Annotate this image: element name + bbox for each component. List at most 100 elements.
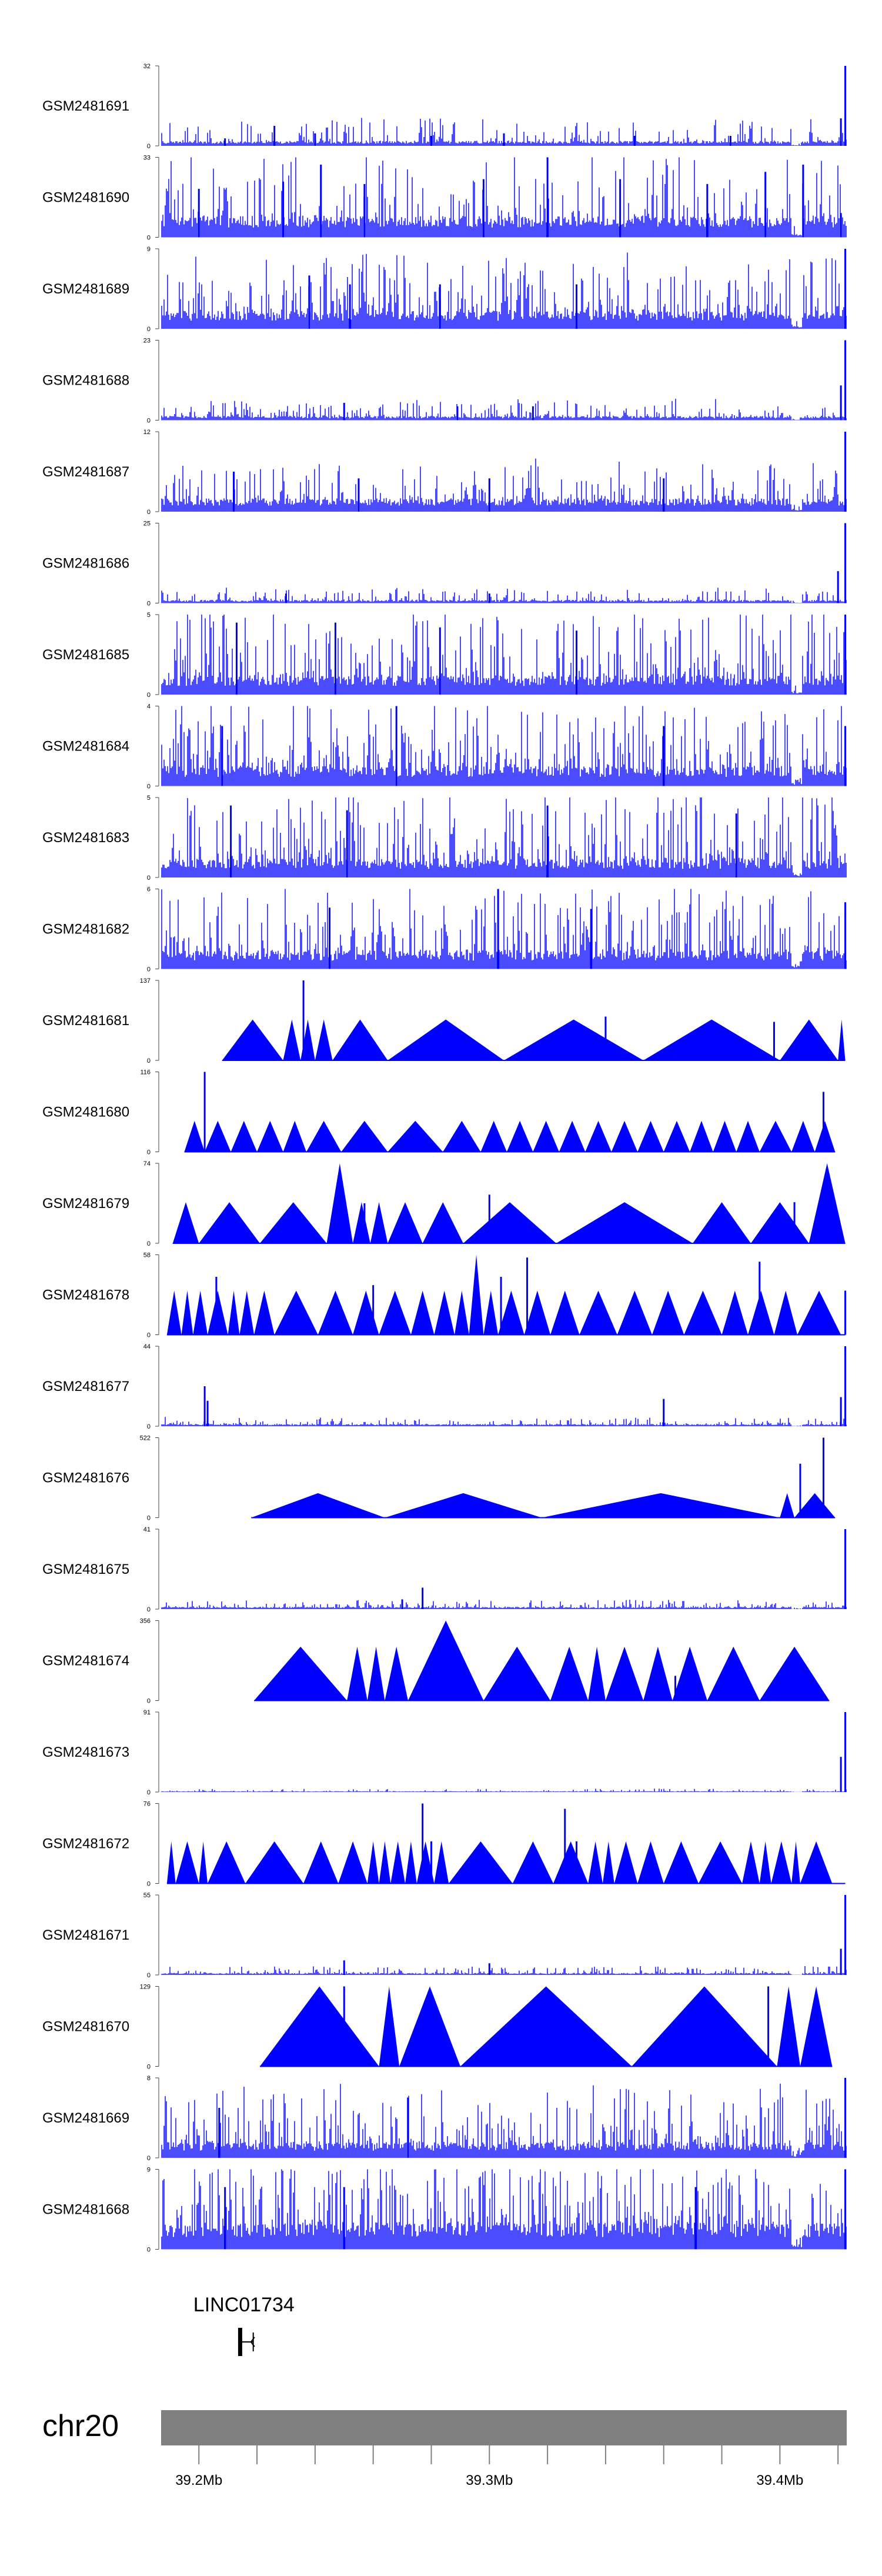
signal-GSM2481670: [259, 1986, 833, 2067]
track-label-GSM2481685: GSM2481685: [42, 647, 129, 663]
ymin-label-GSM2481687: 0: [147, 509, 151, 516]
signal-tracks: GSM2481691320GSM2481690330GSM248168990GS…: [42, 63, 847, 2254]
coverage-block-GSM2481674-11: [707, 1646, 760, 1701]
track-GSM2481688: GSM2481688 23 0: [42, 338, 847, 425]
coverage-block-GSM2481674-6: [550, 1646, 589, 1701]
coverage-block-GSM2481681-4: [332, 1019, 388, 1060]
coverage-block-GSM2481679-3: [326, 1163, 353, 1243]
coverage-block-GSM2481680-0: [184, 1120, 205, 1152]
signal-GSM2481683: [161, 798, 847, 877]
coverage-block-GSM2481672-18: [614, 1841, 638, 1884]
track-GSM2481682: GSM2481682 6 0: [42, 886, 847, 973]
track-label-GSM2481669: GSM2481669: [42, 2110, 129, 2126]
x-tick-label-1: 39.3Mb: [466, 2472, 513, 2488]
coverage-block-GSM2481672-0: [166, 1841, 176, 1884]
genomic-axis: 39.2Mb 39.3Mb 39.4Mb: [175, 2445, 839, 2488]
coverage-block-GSM2481680-5: [306, 1120, 342, 1152]
track-GSM2481685: GSM2481685 5 0: [42, 612, 847, 699]
track-GSM2481679: GSM2481679 74 0: [42, 1160, 846, 1247]
coverage-block-GSM2481670-2: [399, 1986, 460, 2067]
x-tick-label-0: 39.2Mb: [175, 2472, 222, 2488]
ymax-label-GSM2481683: 5: [147, 795, 151, 802]
ymin-label-GSM2481676: 0: [147, 1515, 151, 1522]
coverage-block-GSM2481674-12: [759, 1646, 830, 1701]
coverage-block-GSM2481680-9: [480, 1120, 507, 1152]
coverage-block-GSM2481679-11: [750, 1202, 809, 1243]
coverage-block-GSM2481679-5: [370, 1202, 388, 1243]
ymax-label-GSM2481690: 33: [143, 155, 151, 162]
coverage-block-GSM2481680-12: [559, 1120, 586, 1152]
ymin-label-GSM2481674: 0: [147, 1698, 151, 1705]
coverage-block-GSM2481678-7: [274, 1290, 318, 1335]
track-label-GSM2481691: GSM2481691: [42, 98, 129, 114]
coverage-block-GSM2481674-1: [347, 1646, 368, 1701]
coverage-block-GSM2481680-14: [611, 1120, 638, 1152]
coverage-block-GSM2481678-17: [524, 1290, 551, 1335]
coverage-block-GSM2481681-8: [780, 1019, 838, 1060]
ymin-label-GSM2481689: 0: [147, 326, 151, 333]
coverage-block-GSM2481672-16: [588, 1841, 603, 1884]
coverage-block-GSM2481674-2: [367, 1646, 385, 1701]
signal-GSM2481686: [161, 588, 847, 603]
coverage-block-GSM2481678-9: [353, 1290, 379, 1335]
coverage-block-GSM2481670-1: [379, 1986, 400, 2067]
ymax-label-GSM2481681: 137: [140, 977, 151, 985]
track-GSM2481683: GSM2481683 5 0: [42, 795, 847, 882]
signal-GSM2481674: [254, 1620, 830, 1701]
coverage-block-GSM2481678-13: [455, 1290, 469, 1335]
ymax-label-GSM2481671: 55: [143, 1892, 151, 1899]
coverage-block-GSM2481672-3: [208, 1841, 246, 1884]
track-GSM2481681: GSM2481681 137 0: [42, 977, 846, 1065]
ymax-label-GSM2481679: 74: [143, 1160, 151, 1167]
coverage-block-GSM2481679-4: [353, 1202, 370, 1243]
signal-GSM2481682: [161, 889, 847, 969]
track-GSM2481669: GSM2481669 8 0: [42, 2075, 847, 2162]
ymax-label-GSM2481680: 116: [140, 1069, 151, 1076]
signal-GSM2481684: [161, 706, 847, 786]
track-label-GSM2481684: GSM2481684: [42, 739, 129, 755]
coverage-block-GSM2481678-19: [579, 1290, 617, 1335]
coverage-block-GSM2481672-14: [512, 1841, 553, 1884]
track-label-GSM2481673: GSM2481673: [42, 1744, 129, 1760]
track-label-GSM2481671: GSM2481671: [42, 1927, 129, 1943]
coverage-block-GSM2481678-4: [228, 1290, 240, 1335]
ymin-label-GSM2481675: 0: [147, 1606, 151, 1613]
ymax-label-GSM2481684: 4: [147, 703, 151, 710]
coverage-block-GSM2481674-8: [605, 1646, 644, 1701]
ymin-label-GSM2481679: 0: [147, 1240, 151, 1247]
coverage-block-GSM2481672-11: [416, 1841, 435, 1884]
ymax-label-GSM2481686: 25: [143, 520, 151, 528]
ymax-label-GSM2481685: 5: [147, 612, 151, 619]
coverage-block-GSM2481674-3: [385, 1646, 408, 1701]
coverage-block-GSM2481674-5: [483, 1646, 551, 1701]
coverage-block-GSM2481678-16: [498, 1290, 524, 1335]
coverage-block-GSM2481672-20: [663, 1841, 699, 1884]
signal-GSM2481690: [161, 157, 847, 238]
coverage-block-GSM2481681-7: [643, 1019, 780, 1060]
track-GSM2481690: GSM2481690 33 0: [42, 155, 847, 242]
ymin-label-GSM2481686: 0: [147, 600, 151, 608]
coverage-block-GSM2481680-2: [230, 1120, 258, 1152]
ymax-label-GSM2481689: 9: [147, 246, 151, 253]
signal-GSM2481689: [161, 252, 847, 329]
coverage-block-GSM2481672-8: [379, 1841, 391, 1884]
coverage-block-GSM2481674-9: [643, 1646, 673, 1701]
coverage-block-GSM2481680-16: [663, 1120, 690, 1152]
chromosome-bar: [161, 2410, 847, 2445]
gene-exon-1: [239, 2328, 242, 2356]
track-label-GSM2481686: GSM2481686: [42, 556, 129, 572]
ymax-label-GSM2481688: 23: [143, 338, 151, 345]
coverage-block-GSM2481672-22: [742, 1841, 760, 1884]
coverage-block-GSM2481678-2: [193, 1290, 208, 1335]
signal-GSM2481672: [166, 1841, 833, 1884]
coverage-block-GSM2481672-2: [199, 1841, 208, 1884]
gene-exon-0: [238, 2328, 240, 2356]
coverage-block-GSM2481678-11: [410, 1290, 435, 1335]
ymax-label-GSM2481668: 9: [147, 2167, 151, 2174]
track-label-GSM2481682: GSM2481682: [42, 922, 129, 937]
ymin-label-GSM2481672: 0: [147, 1881, 151, 1888]
ymin-label-GSM2481680: 0: [147, 1149, 151, 1156]
coverage-block-GSM2481672-5: [303, 1841, 339, 1884]
track-label-GSM2481689: GSM2481689: [42, 281, 129, 297]
